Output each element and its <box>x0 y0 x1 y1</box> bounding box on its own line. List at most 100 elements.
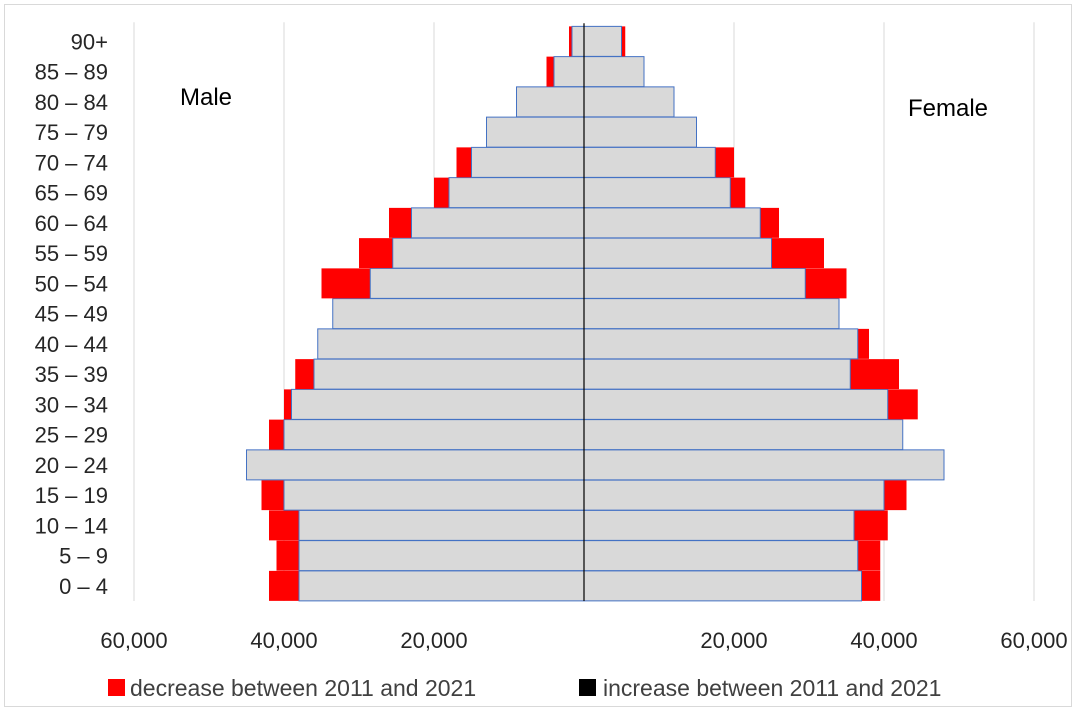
age-labels: 0 – 4 5 – 9 10 – 14 15 – 19 20 – 24 25 – 29 30… <box>35 29 108 599</box>
bar-female-0 <box>583 570 862 602</box>
bar-female-16 <box>583 86 675 118</box>
change-bar-male-5 <box>269 419 284 450</box>
bar-male-0 <box>298 570 585 602</box>
bar-male-18 <box>571 25 585 57</box>
age-label-13: 65 – 69 <box>35 181 108 206</box>
change-bar-female-12 <box>760 207 779 238</box>
bar-female-13 <box>583 177 731 209</box>
legend-swatch-increase <box>579 679 596 696</box>
bar-female-5 <box>583 419 904 451</box>
age-label-3: 15 – 19 <box>35 483 108 508</box>
change-bar-female-6 <box>887 389 918 420</box>
age-label-0: 0 – 4 <box>59 574 108 599</box>
legend-swatch-decrease <box>108 679 125 696</box>
bar-male-10 <box>369 267 585 299</box>
age-label-7: 35 – 39 <box>35 362 108 387</box>
bar-female-17 <box>583 56 645 88</box>
age-label-11: 55 – 59 <box>35 241 108 266</box>
x-tick-labels: 60,000 40,000 20,000 20,000 40,000 60,000 <box>100 628 1067 653</box>
bar-male-14 <box>471 146 585 178</box>
x-tick-label-4: 20,000 <box>700 628 767 653</box>
change-bar-male-0 <box>269 570 299 601</box>
change-bar-female-13 <box>730 177 746 208</box>
age-label-12: 60 – 64 <box>35 211 108 236</box>
bar-female-6 <box>583 388 889 420</box>
change-bar-female-10 <box>805 268 847 299</box>
age-label-10: 50 – 54 <box>35 271 108 296</box>
age-label-9: 45 – 49 <box>35 302 108 327</box>
age-label-15: 75 – 79 <box>35 120 108 145</box>
change-bar-male-2 <box>269 510 299 541</box>
bar-male-16 <box>516 86 585 118</box>
change-bar-male-12 <box>389 207 412 238</box>
age-label-2: 10 – 14 <box>35 513 108 538</box>
bar-female-2 <box>583 509 855 541</box>
change-bar-female-1 <box>857 540 881 571</box>
bar-male-9 <box>332 298 585 330</box>
change-bar-male-18 <box>569 26 572 57</box>
change-bar-male-6 <box>284 389 292 420</box>
change-bar-male-3 <box>261 480 284 511</box>
bar-female-14 <box>583 146 716 178</box>
bar-female-10 <box>583 267 806 299</box>
age-label-5: 25 – 29 <box>35 423 108 448</box>
bar-male-6 <box>291 388 585 420</box>
x-tick-label-2: 20,000 <box>400 628 467 653</box>
change-bar-male-1 <box>276 540 299 571</box>
x-tick-label-6: 60,000 <box>1000 628 1067 653</box>
bar-male-13 <box>448 177 585 209</box>
bar-female-7 <box>583 358 851 390</box>
age-label-1: 5 – 9 <box>59 544 108 569</box>
bar-female-4 <box>583 449 945 481</box>
x-tick-label-0: 60,000 <box>100 628 167 653</box>
bar-female-11 <box>583 237 772 269</box>
bar-female-3 <box>583 479 885 511</box>
legend-label-decrease: decrease between 2011 and 2021 <box>130 675 476 701</box>
change-bar-male-7 <box>295 359 314 390</box>
change-bar-female-3 <box>884 480 907 511</box>
change-bar-male-11 <box>359 238 393 269</box>
bar-male-11 <box>392 237 585 269</box>
change-bar-male-17 <box>546 56 554 87</box>
age-label-6: 30 – 34 <box>35 392 108 417</box>
bar-male-4 <box>246 449 585 481</box>
bar-group <box>246 25 945 602</box>
legend: decrease between 2011 and 2021 increase … <box>108 675 941 701</box>
change-bar-female-14 <box>715 147 734 178</box>
bar-female-18 <box>583 25 622 57</box>
bar-male-17 <box>553 56 585 88</box>
change-bar-male-13 <box>434 177 449 208</box>
bar-male-5 <box>283 419 585 451</box>
age-label-16: 80 – 84 <box>35 90 108 115</box>
age-label-4: 20 – 24 <box>35 453 108 478</box>
change-bar-female-18 <box>621 26 626 57</box>
bar-female-1 <box>583 540 859 572</box>
change-bar-female-0 <box>861 570 881 601</box>
change-bar-male-14 <box>456 147 472 178</box>
change-bar-female-11 <box>771 238 824 269</box>
age-label-14: 70 – 74 <box>35 150 108 175</box>
bar-male-12 <box>411 207 585 239</box>
female-label: Female <box>908 95 988 122</box>
bar-female-8 <box>583 328 859 360</box>
bar-male-2 <box>298 509 585 541</box>
change-bar-female-2 <box>854 510 888 541</box>
bar-male-8 <box>317 328 585 360</box>
bar-female-15 <box>583 116 697 148</box>
x-tick-label-5: 40,000 <box>850 628 917 653</box>
age-label-17: 85 – 89 <box>35 60 108 85</box>
bar-male-1 <box>298 540 585 572</box>
bar-male-15 <box>486 116 585 148</box>
change-bar-female-7 <box>850 359 899 390</box>
x-tick-label-1: 40,000 <box>250 628 317 653</box>
age-label-8: 40 – 44 <box>35 332 108 357</box>
bar-female-9 <box>583 298 840 330</box>
bar-male-3 <box>283 479 585 511</box>
legend-label-increase: increase between 2011 and 2021 <box>603 675 941 701</box>
age-label-18: 90+ <box>71 29 108 54</box>
male-label: Male <box>180 84 232 111</box>
change-bar-female-8 <box>857 328 869 359</box>
bar-male-7 <box>313 358 585 390</box>
bar-female-12 <box>583 207 761 239</box>
